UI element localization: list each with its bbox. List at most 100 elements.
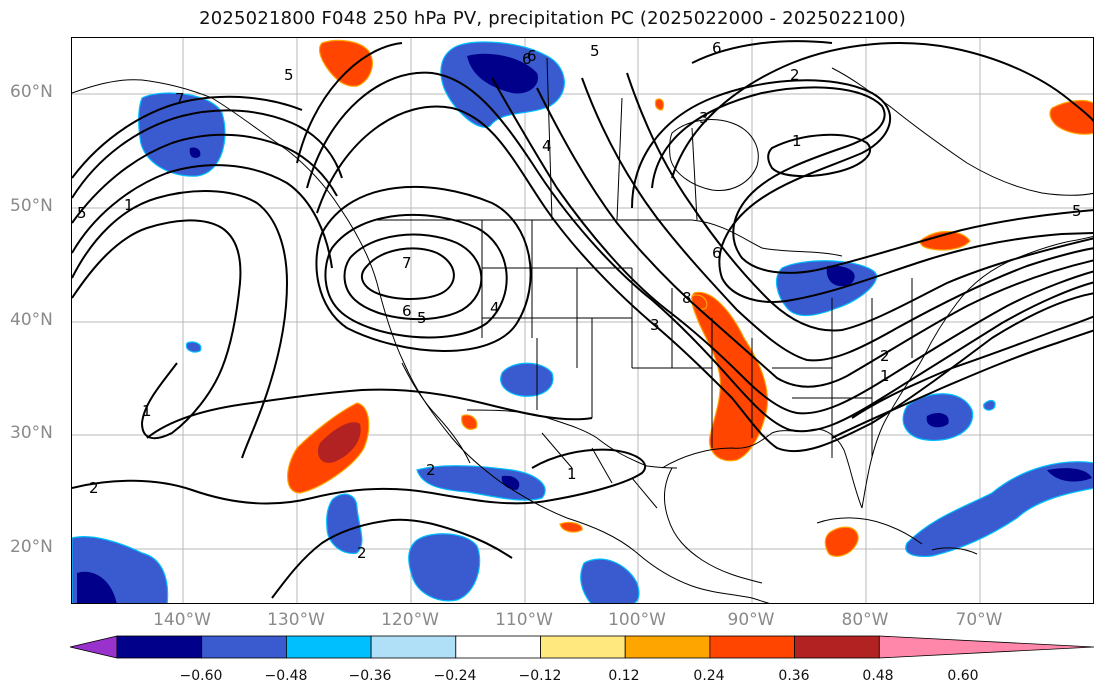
pv-contour-trough-4 [536, 87, 1093, 388]
lat-label-60n: 60°N [10, 82, 53, 102]
colorbar-tick: −0.48 [264, 668, 308, 684]
pv-contour-6-west [343, 233, 483, 321]
contour-label: 5 [284, 66, 294, 84]
pos-area-caribbean [824, 526, 859, 557]
neg-area-atlantic-small [983, 399, 996, 411]
pv-contour-trough-5 [581, 77, 1093, 362]
coastline-yucatan [664, 467, 763, 584]
contour-label: 5 [1072, 202, 1082, 220]
colorbar-tick: 0.36 [778, 668, 810, 684]
contour-label: 1 [880, 367, 890, 385]
coastline-alaska [72, 79, 213, 99]
neg-area-atlantic-east-core [926, 412, 949, 428]
contour-label: 6 [712, 39, 722, 57]
contour-label: 2 [357, 544, 367, 562]
pv-contour-1-east [851, 315, 1093, 419]
lat-label-30n: 30°N [10, 423, 53, 443]
pv-contour-north-2 [691, 40, 833, 64]
neg-area-caribbean-band [905, 461, 1093, 558]
pv-contour-west-2 [72, 190, 289, 459]
neg-area-great-lakes-core [826, 265, 855, 287]
pv-contour-ridge-east-2 [651, 86, 1093, 274]
contour-label: 6 [527, 47, 537, 65]
pv-contour-west-4 [72, 133, 338, 224]
contour-label: 2 [426, 461, 436, 479]
neg-area-pacific-south-a [326, 493, 363, 555]
pos-area-yukon [318, 39, 373, 87]
neg-area-southwest-core [77, 571, 117, 603]
contour-label: 5 [77, 204, 87, 222]
border-us-canada [377, 219, 843, 257]
coastline-cuba [816, 517, 923, 545]
pv-contour-1-south [146, 388, 593, 439]
lon-label-120w: 120°W [381, 610, 439, 630]
lat-label-20n: 20°N [10, 537, 53, 557]
pv-contour-trough-2 [306, 71, 1093, 433]
contour-label: 2 [880, 347, 890, 365]
map-panel[interactable]: 5 6 6 5 4 7 6 5 4 3 5 1 7 2 1 2 1 2 5 3 … [71, 37, 1094, 604]
pv-contour-trough-6 [626, 72, 1093, 332]
colorbar-tick: 0.60 [947, 668, 979, 684]
lat-label-50n: 50°N [10, 196, 53, 216]
lon-label-110w: 110°W [495, 610, 553, 630]
coastline-atlantic [861, 235, 1093, 509]
contour-label: 7 [402, 254, 412, 272]
pv-contour-west-5 [72, 109, 343, 199]
colorbar-segments [69, 635, 1095, 659]
colorbar-segment [540, 635, 626, 659]
map-title: 2025021800 F048 250 hPa PV, precipitatio… [199, 8, 906, 29]
colorbar-segment [285, 635, 372, 659]
border-mexico-states [541, 432, 658, 509]
contour-label: 1 [142, 402, 152, 420]
contour-label: 2 [89, 479, 99, 497]
pv-contour-trough-3 [296, 42, 1093, 415]
contour-label: 1 [567, 465, 577, 483]
pv-contour-north-1 [671, 42, 1093, 179]
colorbar-segment [455, 635, 541, 659]
colorbar-tick: 0.24 [693, 668, 725, 684]
lon-label-90w: 90°W [727, 610, 775, 630]
lon-label-80w: 80°W [841, 610, 889, 630]
neg-area-mexico-pacific [416, 465, 546, 501]
neg-area-caribbean-core [1047, 468, 1092, 482]
colorbar-segment [709, 635, 796, 659]
contour-label: 3 [650, 316, 660, 334]
pos-area-hudson-small [654, 98, 665, 111]
colorbar-segment [794, 635, 880, 659]
pv-contour-4-loop [315, 185, 532, 352]
coastline-hudson-bay [669, 119, 759, 192]
pv-contour-labels: 5 6 6 5 4 7 6 5 4 3 5 1 7 2 1 2 1 2 5 3 … [77, 39, 1082, 562]
negative-precip-anomaly-areas [72, 41, 1093, 603]
pv-contour-inner-1 [767, 133, 872, 178]
contour-label: 8 [682, 289, 692, 307]
colorbar-tick: −0.24 [433, 668, 477, 684]
lon-label-100w: 100°W [608, 610, 666, 630]
colorbar-segment [116, 635, 203, 659]
contour-label: 6 [712, 244, 722, 262]
contour-label: 2 [790, 66, 800, 84]
pos-area-baja [461, 414, 478, 430]
pos-area-newfoundland [1049, 99, 1093, 135]
neg-area-pacific-south-b [408, 533, 481, 602]
colorbar-segment [69, 635, 118, 659]
contour-label: 5 [590, 42, 600, 60]
pos-area-pacific-subtropical-core [317, 422, 361, 463]
colorbar-segment [878, 635, 1095, 659]
contour-label: 3 [699, 109, 709, 127]
neg-area-mexico-core [501, 475, 520, 490]
coastline-hispaniola [931, 547, 978, 555]
colorbar-segment [370, 635, 457, 659]
coastline-pacific-northwest [211, 97, 770, 603]
neg-area-central-america [580, 558, 640, 603]
contour-label: 6 [402, 302, 412, 320]
coastline-baja [401, 362, 471, 464]
neg-area-nwt-core [467, 53, 538, 94]
pv-contour-2-south-b [271, 518, 513, 599]
colorbar-tick: 0.12 [608, 668, 640, 684]
colorbar-tick: −0.12 [518, 668, 562, 684]
pv-contour-east-2 [831, 329, 1093, 439]
colorbar-tick: −0.60 [179, 668, 223, 684]
contour-label: 7 [175, 90, 185, 108]
pv-contours [72, 40, 1093, 599]
